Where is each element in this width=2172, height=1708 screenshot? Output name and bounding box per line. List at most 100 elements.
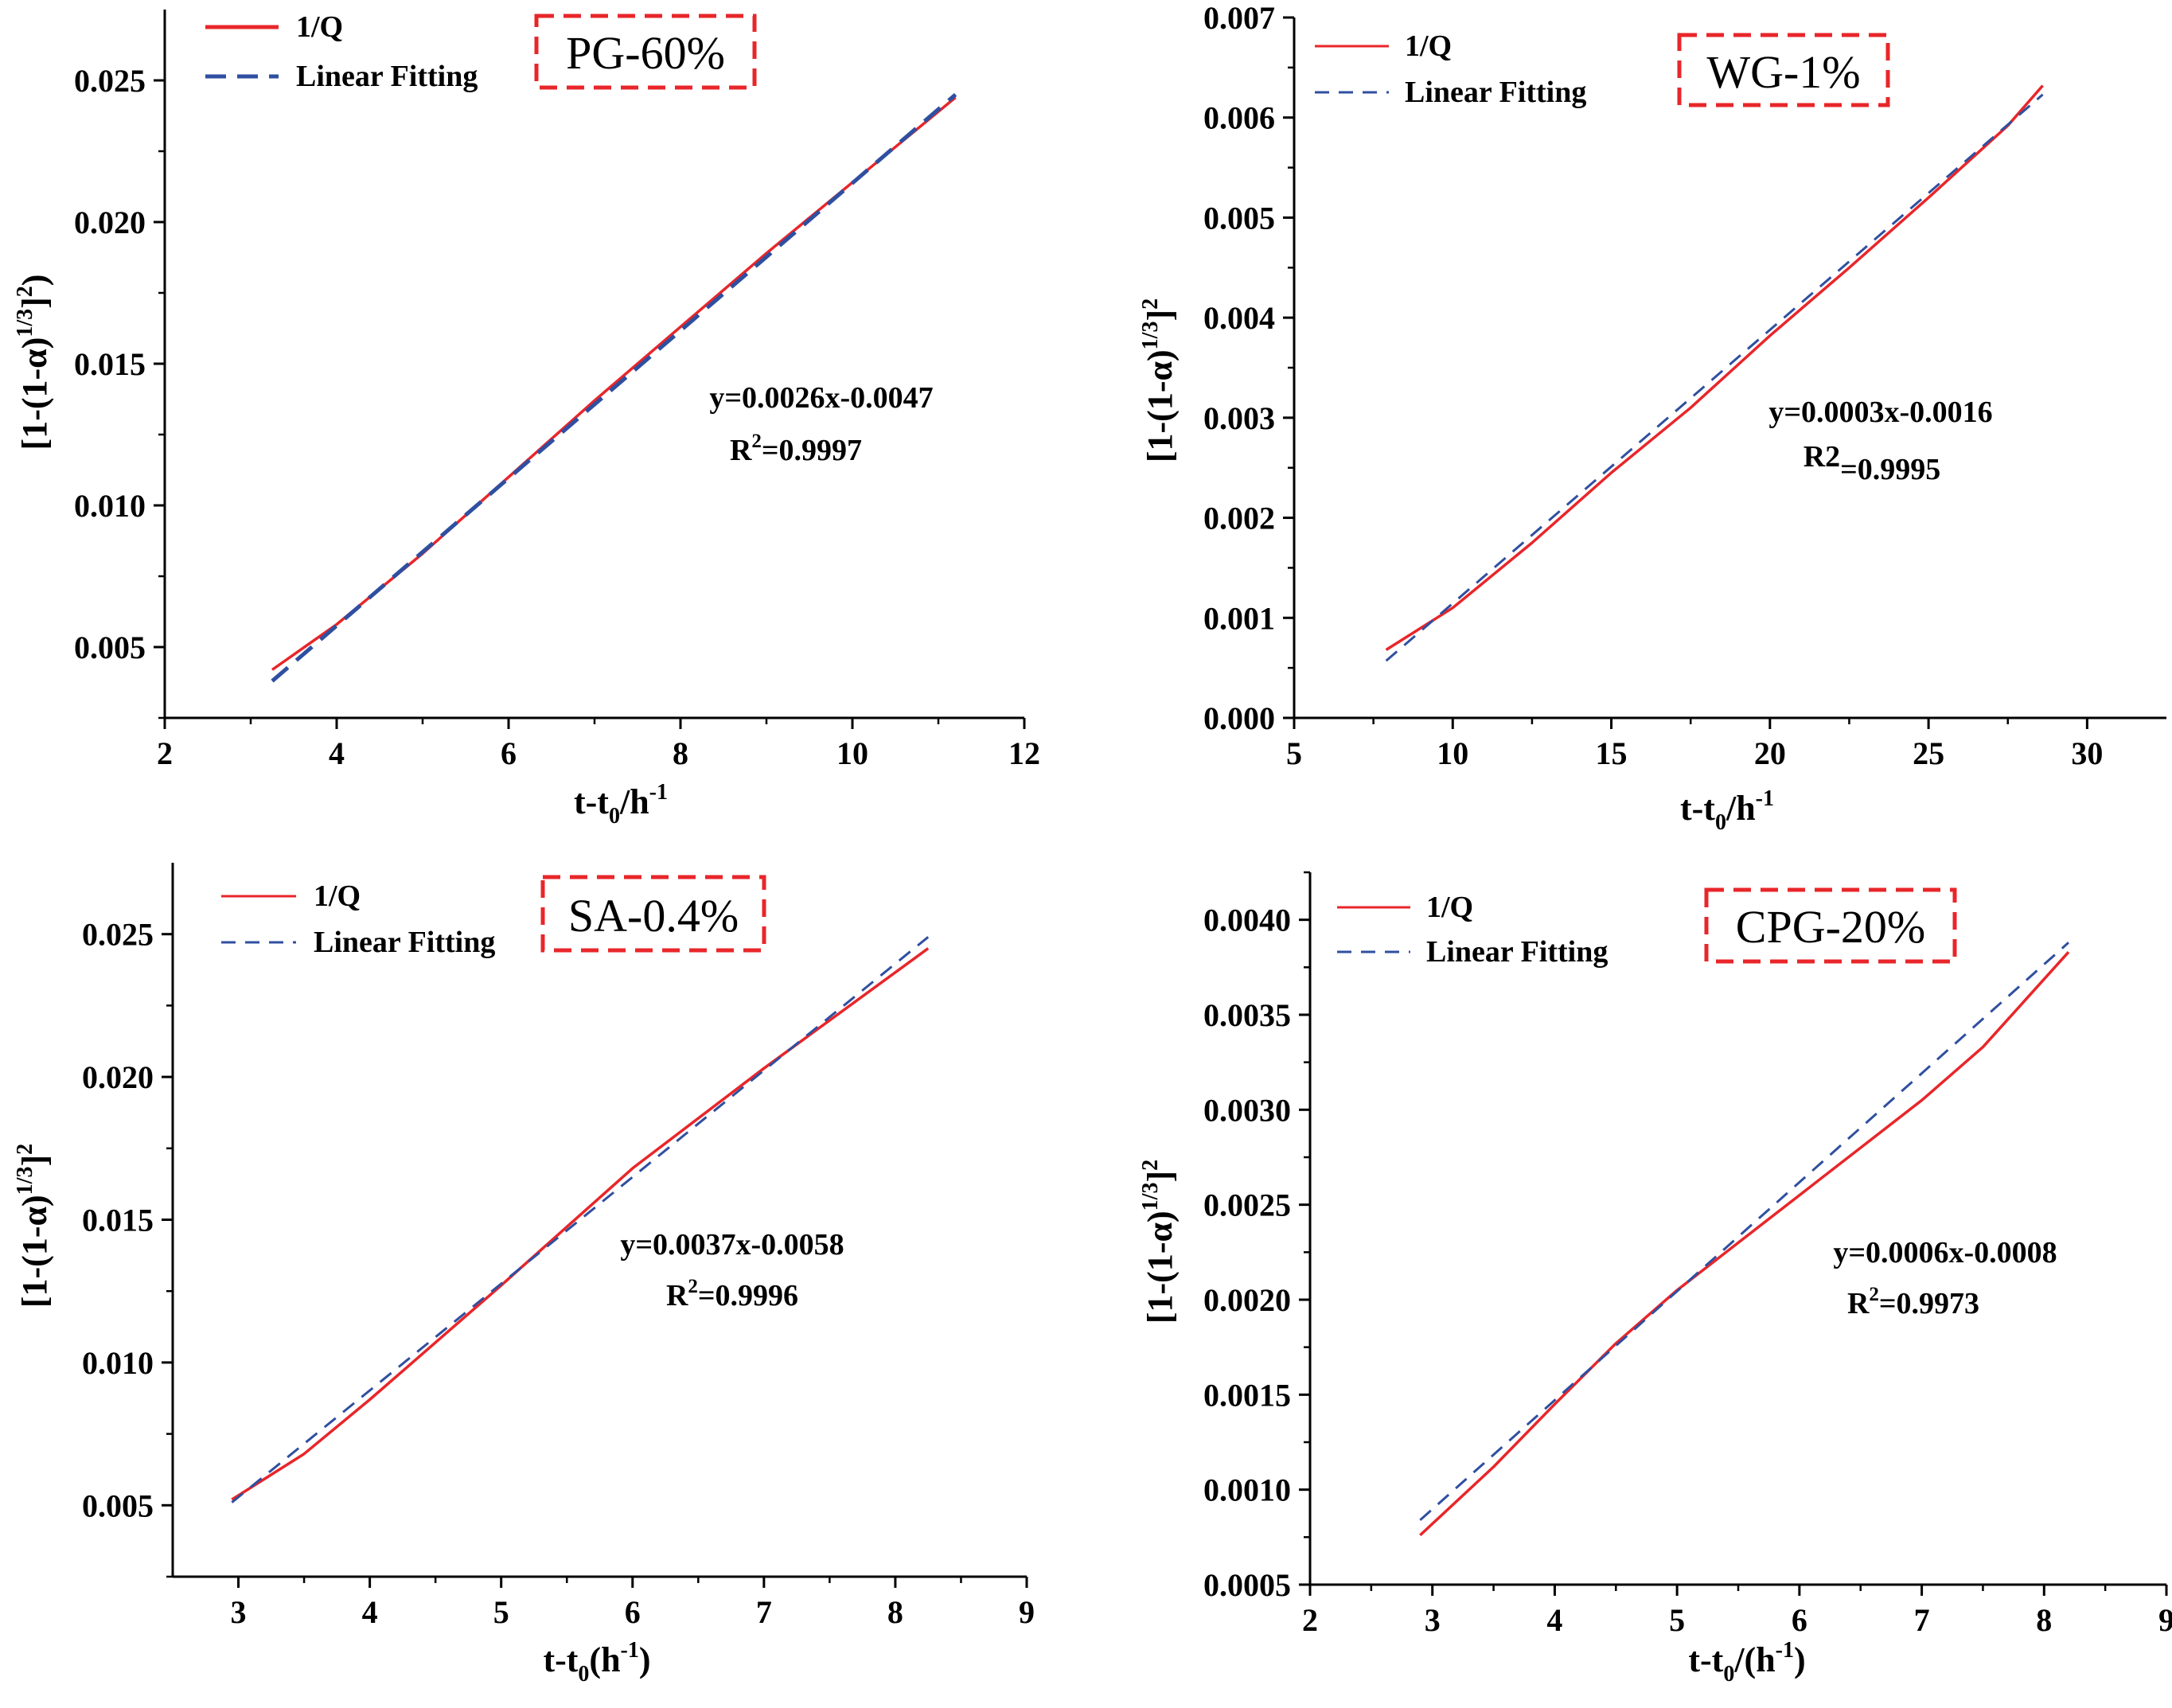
fit-equation: y=0.0006x-0.0008 [1833, 1236, 2057, 1269]
y-axis-label: [1-(1-α)1/3]2 [1138, 298, 1180, 462]
x-tick-label: 9 [1019, 1594, 1035, 1630]
sample-label-box [540, 875, 766, 953]
x-tick-label: 30 [2071, 735, 2103, 771]
fit-equation: y=0.0003x-0.0016 [1768, 396, 1992, 429]
y-tick-label: 0.0015 [1203, 1377, 1291, 1413]
sample-label: SA-0.4% [568, 890, 739, 942]
series-line-1-q [231, 947, 930, 1501]
x-tick-label: 12 [1008, 735, 1040, 771]
y-tick-label: 0.010 [82, 1345, 154, 1381]
series-line-linear-fitting [1385, 93, 2044, 662]
y-tick-label: 0.006 [1203, 100, 1275, 136]
y-tick-label: 0.004 [1203, 300, 1275, 336]
y-tick-label: 0.0030 [1203, 1092, 1291, 1128]
x-tick-label: 9 [2158, 1602, 2172, 1638]
x-tick-label: 20 [1754, 735, 1786, 771]
y-tick-label: 0.0005 [1203, 1567, 1291, 1603]
x-tick-label: 6 [1792, 1602, 1807, 1638]
y-tick-label: 0.0020 [1203, 1282, 1291, 1318]
y-tick-label: 0.002 [1203, 501, 1275, 536]
x-tick-label: 5 [493, 1594, 509, 1630]
y-tick-label: 0.0035 [1203, 997, 1291, 1033]
r-squared: R2=0.9997 [730, 431, 862, 467]
x-tick-label: 2 [1302, 1602, 1318, 1638]
legend-label-data: 1/Q [314, 879, 361, 913]
legend-label-data: 1/Q [1405, 29, 1452, 63]
y-tick-label: 0.025 [74, 63, 146, 99]
legend: 1/Q Linear Fitting [205, 10, 478, 93]
sample-label: CPG-20% [1736, 901, 1925, 953]
y-tick-label: 0.000 [1203, 700, 1275, 736]
series-line-1-q [1419, 951, 2070, 1537]
y-tick-label: 0.005 [74, 630, 146, 665]
x-tick-label: 5 [1669, 1602, 1685, 1638]
x-tick-label: 2 [157, 735, 173, 771]
panel-pg-60: 2 4 6 8 10 12 0.005 0.010 0.015 0.020 0.025 [1-(1-… [13, 10, 1040, 829]
panel-sa-0-4: 3 4 5 6 7 8 9 0.005 0.010 0.015 0.020 0.025 [1-(1-α… [13, 863, 1035, 1687]
plot-area: 2 3 4 5 6 7 8 9 0.0005 0.0010 0.0015 0.0020 0.0025 0.… [1203, 871, 2172, 1638]
panel-cpg-20: 2 3 4 5 6 7 8 9 0.0005 0.0010 0.0015 0.0020 0.0025 0.… [1138, 871, 2172, 1687]
y-tick-label: 0.020 [82, 1059, 154, 1095]
x-tick-label: 25 [1913, 735, 1944, 771]
x-axis-label: t-t0/h-1 [574, 780, 668, 829]
plot-area: 2 4 6 8 10 12 0.005 0.010 0.015 0.020 0.025 [74, 10, 1040, 771]
x-tick-label: 10 [1437, 735, 1468, 771]
legend: 1/Q Linear Fitting [221, 879, 495, 959]
legend-label-fit: Linear Fitting [296, 60, 478, 93]
y-axis-label: [1-(1-α)1/3]2 [13, 1144, 54, 1308]
y-tick-label: 0.005 [82, 1488, 154, 1523]
panel-wg-1: 5 10 15 20 25 30 0.000 0.001 0.002 0.003 0.004 0.00… [1138, 0, 2166, 835]
series-line-linear-fitting [271, 92, 957, 683]
legend-label-fit: Linear Fitting [314, 926, 495, 959]
x-tick-label: 7 [1914, 1602, 1930, 1638]
y-tick-label: 0.0040 [1203, 903, 1291, 938]
x-tick-label: 15 [1596, 735, 1628, 771]
plot-area: 3 4 5 6 7 8 9 0.005 0.010 0.015 0.020 0.025 [82, 863, 1035, 1630]
r-squared: R2=0.9995 [1804, 440, 1941, 486]
x-tick-label: 5 [1286, 735, 1302, 771]
x-axis-label: t-t0/h-1 [1680, 786, 1774, 835]
y-tick-label: 0.001 [1203, 600, 1275, 636]
legend-label-data: 1/Q [1426, 891, 1473, 924]
y-tick-label: 0.007 [1203, 0, 1275, 36]
x-tick-label: 6 [625, 1594, 641, 1630]
y-tick-label: 0.0025 [1203, 1187, 1291, 1223]
y-tick-label: 0.005 [1203, 200, 1275, 236]
x-tick-label: 6 [501, 735, 517, 771]
legend-label-fit: Linear Fitting [1426, 935, 1608, 969]
y-tick-label: 0.0010 [1203, 1472, 1291, 1508]
y-tick-label: 0.015 [82, 1203, 154, 1238]
r-squared: R2=0.9996 [666, 1276, 798, 1312]
y-tick-label: 0.025 [82, 917, 154, 953]
y-axis-label: [1-(1-α)1/3]2) [13, 275, 54, 450]
series-line-linear-fitting [231, 936, 930, 1503]
sample-label-box [534, 14, 757, 90]
r-squared: R2=0.9973 [1847, 1284, 1979, 1320]
x-tick-label: 4 [329, 735, 345, 771]
legend-label-data: 1/Q [296, 10, 343, 44]
y-axis-label: [1-(1-α)1/3]2 [1138, 1160, 1180, 1324]
y-tick-label: 0.003 [1203, 400, 1275, 436]
x-tick-label: 4 [362, 1594, 378, 1630]
series-line-1-q [271, 96, 957, 671]
plot-area: 5 10 15 20 25 30 0.000 0.001 0.002 0.003 0.004 0.00… [1203, 0, 2166, 771]
legend: 1/Q Linear Fitting [1315, 29, 1586, 109]
legend-label-fit: Linear Fitting [1405, 76, 1586, 109]
y-tick-label: 0.015 [74, 346, 146, 382]
series-line-1-q [1385, 84, 2044, 651]
fit-equation: y=0.0037x-0.0058 [620, 1228, 844, 1262]
legend: 1/Q Linear Fitting [1337, 891, 1608, 969]
x-axis-label: t-t0/(h-1) [1688, 1638, 1805, 1687]
x-axis-label: t-t0(h-1) [543, 1638, 650, 1687]
x-tick-label: 4 [1546, 1602, 1562, 1638]
x-tick-label: 8 [673, 735, 688, 771]
x-tick-label: 8 [2036, 1602, 2052, 1638]
series-line-linear-fitting [1419, 942, 2069, 1522]
x-tick-label: 8 [887, 1594, 903, 1630]
x-tick-label: 7 [756, 1594, 772, 1630]
y-tick-label: 0.010 [74, 488, 146, 524]
x-tick-label: 3 [1425, 1602, 1441, 1638]
sample-label-box [1677, 33, 1890, 107]
